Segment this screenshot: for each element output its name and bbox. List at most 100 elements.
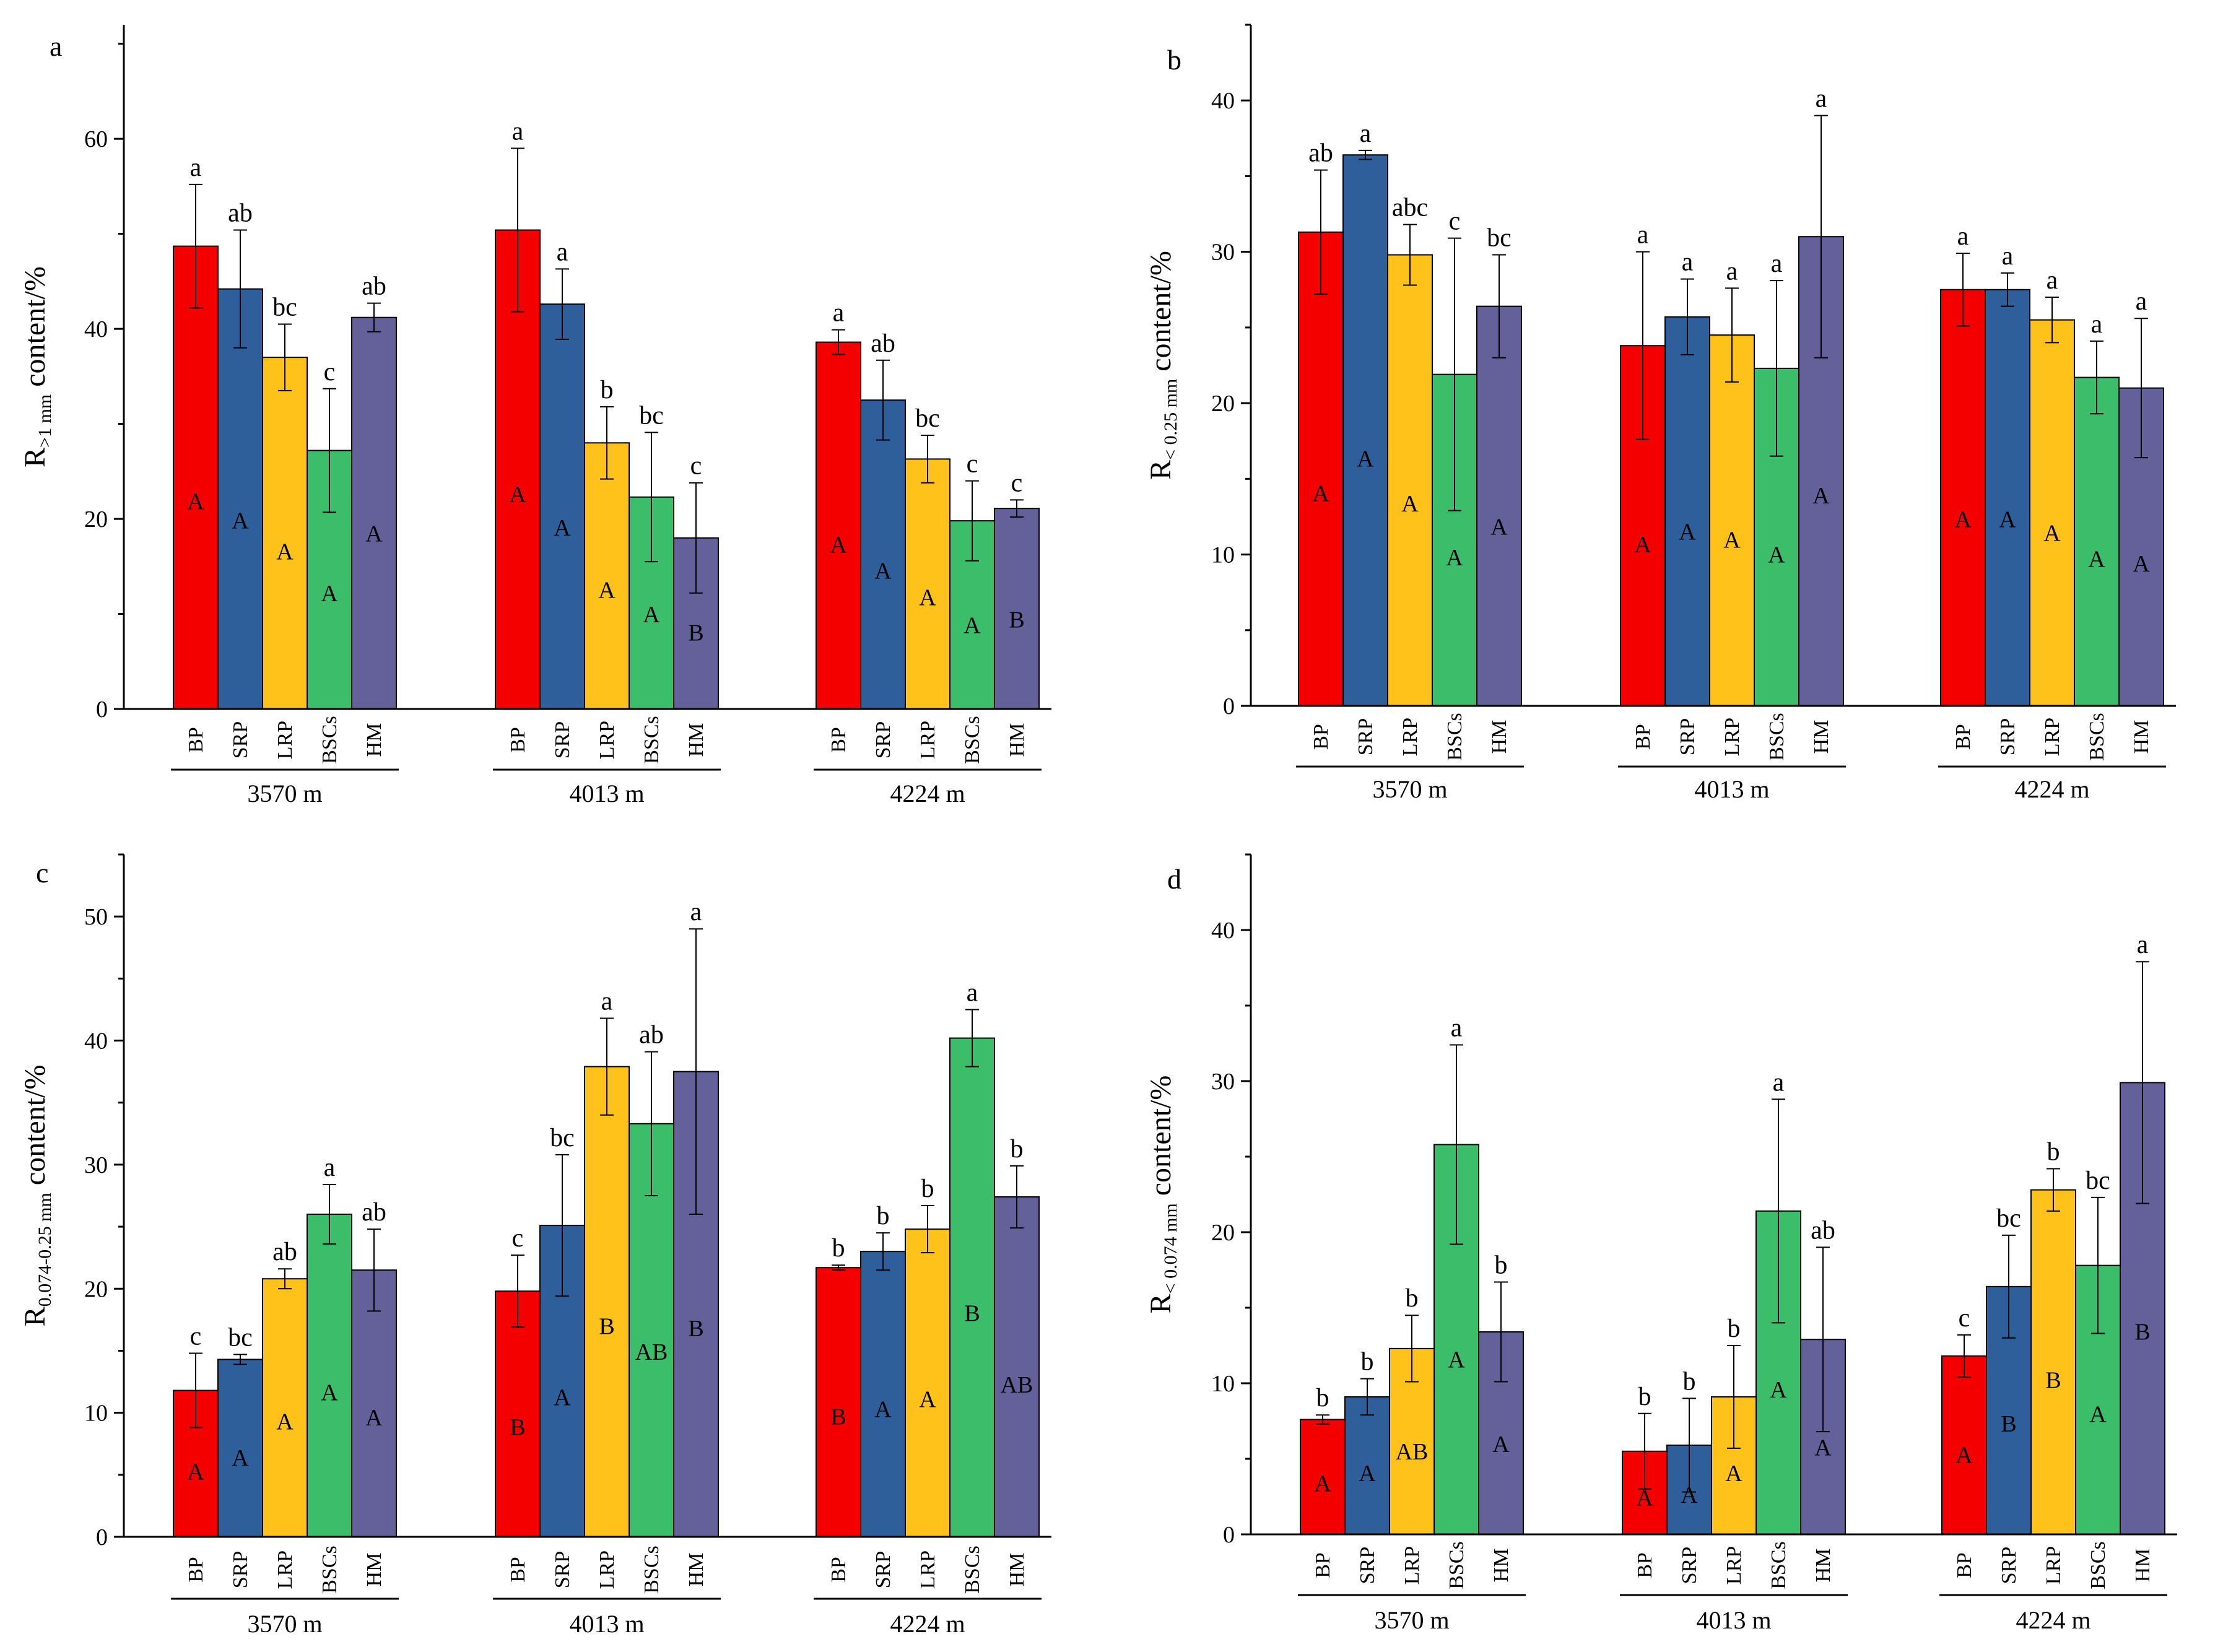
- y-tick-label: 40: [1211, 918, 1235, 944]
- bar-inner-label: A: [1954, 507, 1972, 533]
- significance-label: b: [1316, 1384, 1329, 1412]
- bar-SRP: [217, 1359, 263, 1537]
- bar-group: a A BP ab A SRP bc A LRP c A BSCs ab A HM 3570 m: [171, 154, 399, 807]
- significance-label: b: [1683, 1367, 1696, 1396]
- category-label: HM: [363, 723, 386, 757]
- category-label: BP: [185, 727, 207, 753]
- y-axis-label: R< 0.25 mm content/%: [1144, 251, 1181, 480]
- bar-BSCs: [949, 1037, 995, 1537]
- category-label: SRP: [229, 721, 252, 759]
- category-label: SRP: [1678, 1547, 1701, 1585]
- bar-inner-label: A: [874, 559, 892, 585]
- group-label: 4013 m: [1696, 1606, 1771, 1634]
- bar-inner-label: A: [874, 1397, 892, 1423]
- bar-inner-label: A: [321, 581, 338, 607]
- bar-SRP: [539, 303, 585, 710]
- significance-label: c: [690, 452, 702, 480]
- bar-inner-label: A: [1636, 1485, 1653, 1511]
- significance-label: abc: [1392, 194, 1428, 222]
- significance-label: ab: [871, 329, 895, 358]
- bar-inner-label: AB: [1396, 1439, 1429, 1465]
- significance-label: a: [1451, 1014, 1463, 1042]
- bar-LRP: [905, 458, 951, 710]
- bar-inner-label: A: [1725, 1461, 1742, 1487]
- bar-inner-label: B: [688, 1316, 703, 1342]
- category-label: LRP: [596, 721, 619, 759]
- category-label: HM: [1006, 1553, 1029, 1587]
- y-axis-label-main: R: [19, 448, 51, 467]
- bar-inner-label: A: [1723, 528, 1741, 554]
- y-axis-label-main: R: [19, 1306, 51, 1326]
- y-tick-label: 30: [1211, 240, 1235, 266]
- category-label: HM: [363, 1553, 386, 1587]
- significance-label: ab: [1308, 139, 1333, 168]
- significance-label: a: [1682, 248, 1694, 277]
- bar-SRP: [1985, 289, 2030, 706]
- y-axis-label-main: R: [1144, 460, 1177, 480]
- bar-inner-label: A: [554, 515, 571, 541]
- significance-label: a: [1957, 222, 1969, 251]
- bar-inner-label: B: [964, 1301, 980, 1327]
- bar-inner-label: A: [1955, 1442, 1973, 1468]
- bar-inner-label: A: [1401, 491, 1419, 517]
- category-label: SRP: [551, 721, 574, 759]
- bar-group: a A BP a A SRP b A LRP bc A BSCs c B HM 4013 m: [493, 118, 721, 807]
- chart-panel-d: d 0 10 20 30 40 R< 0.074 mm content/% b A BP b A SRP…: [1144, 853, 2177, 1634]
- significance-label: b: [832, 1234, 845, 1263]
- category-label: BP: [1312, 1552, 1334, 1578]
- category-label: BSCs: [1765, 713, 1788, 761]
- bar-LRP: [1387, 254, 1433, 706]
- y-tick-label: 10: [84, 1401, 108, 1427]
- bar-inner-label: A: [1814, 1435, 1832, 1461]
- y-tick-label: 20: [84, 1276, 108, 1302]
- significance-label: c: [324, 358, 336, 386]
- panel-label: c: [36, 857, 48, 889]
- significance-label: a: [557, 238, 568, 266]
- category-label: BSCs: [961, 1545, 984, 1594]
- category-label: BSCs: [640, 716, 663, 764]
- bar-inner-label: A: [598, 578, 616, 604]
- bar-inner-label: A: [1999, 507, 2016, 533]
- y-tick-label: 0: [96, 1524, 108, 1550]
- significance-label: b: [921, 1175, 934, 1203]
- bar-inner-label: A: [509, 482, 526, 508]
- category-label: LRP: [916, 1550, 939, 1589]
- significance-label: bc: [639, 401, 664, 430]
- significance-label: b: [1361, 1348, 1374, 1376]
- significance-label: ab: [362, 1198, 386, 1227]
- bar-inner-label: A: [1357, 446, 1374, 472]
- bar-group: c B BP bc A SRP a B LRP ab AB BSCs a B HM 4013 m: [493, 898, 721, 1638]
- panel-label: a: [50, 30, 62, 62]
- bar-inner-label: A: [232, 508, 249, 534]
- significance-label: b: [1406, 1284, 1419, 1313]
- bar-inner-label: A: [1446, 545, 1463, 571]
- category-label: SRP: [551, 1551, 574, 1589]
- bar-inner-label: A: [643, 602, 660, 628]
- significance-label: bc: [915, 404, 940, 433]
- bar-inner-label: A: [365, 1405, 383, 1431]
- significance-label: a: [601, 987, 613, 1015]
- category-label: LRP: [1723, 1546, 1746, 1585]
- significance-label: b: [1495, 1251, 1508, 1280]
- significance-label: b: [1728, 1315, 1741, 1343]
- group-label: 4224 m: [890, 780, 965, 807]
- bar-BSCs: [307, 1214, 352, 1537]
- y-tick-label: 40: [1211, 88, 1235, 114]
- bar-inner-label: A: [1679, 519, 1696, 545]
- category-label: HM: [1812, 1549, 1835, 1583]
- category-label: BSCs: [1767, 1541, 1790, 1589]
- category-label: BSCs: [318, 1545, 341, 1594]
- significance-label: a: [2137, 931, 2149, 959]
- category-label: SRP: [872, 721, 895, 759]
- y-axis-label: R0.074-0.25 mm content/%: [19, 1065, 55, 1327]
- bar-inner-label: A: [187, 489, 204, 515]
- group-label: 4013 m: [569, 780, 644, 807]
- group-label: 4013 m: [569, 1610, 644, 1638]
- category-label: LRP: [1399, 718, 1422, 756]
- category-label: BP: [827, 1557, 850, 1583]
- y-tick-label: 30: [1211, 1069, 1235, 1095]
- y-tick-label: 0: [1223, 1522, 1235, 1548]
- y-axis-label-subscript: < 0.25 mm: [1160, 379, 1181, 460]
- significance-label: c: [190, 1322, 202, 1350]
- bar-inner-label: A: [1812, 483, 1830, 509]
